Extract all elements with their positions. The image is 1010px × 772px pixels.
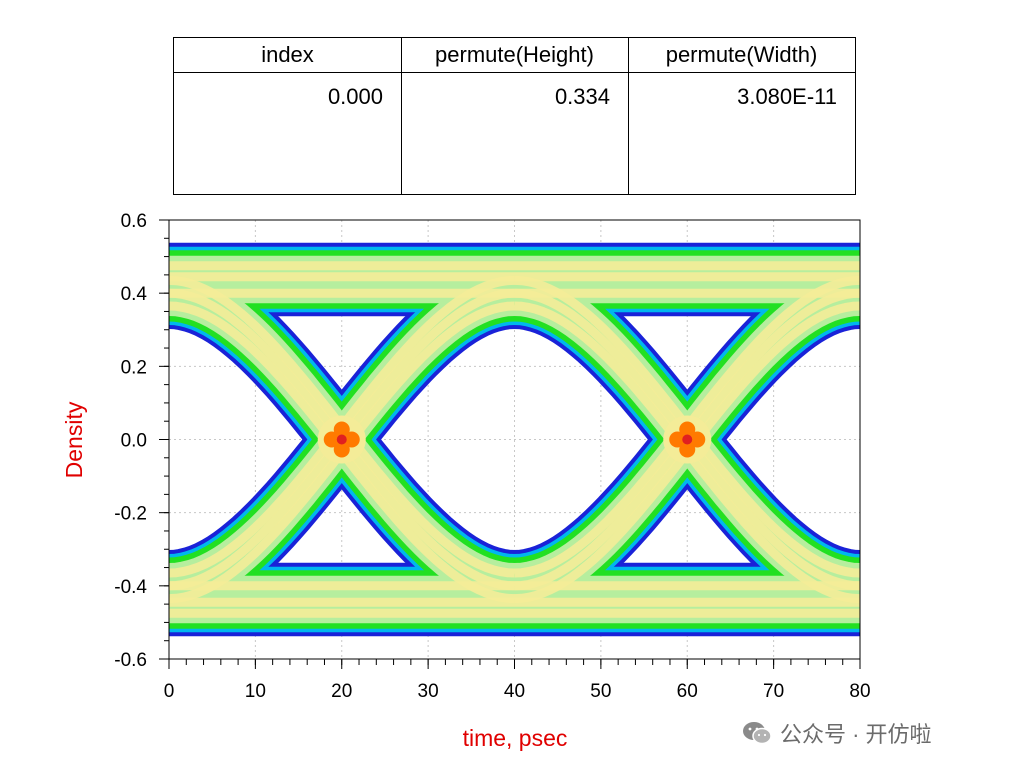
wechat-icon	[743, 722, 772, 745]
y-tick-label: 0.4	[121, 284, 148, 305]
crossing-hotspot	[679, 441, 696, 458]
y-axis-label: Density	[61, 401, 87, 478]
crossing-hotspot	[669, 431, 686, 448]
x-tick-label: 30	[418, 681, 439, 702]
crossing-hotspot	[333, 421, 350, 438]
table-cell-width: 3.080E-11	[737, 84, 837, 109]
crossing-hotspot	[679, 421, 696, 438]
crossing-hotspot	[323, 431, 340, 448]
y-tick-label: -0.4	[114, 577, 147, 598]
watermark-text: 公众号 · 开仿啦	[780, 722, 932, 747]
measurement-table: index 0.000 permute(Height) 0.334 permut…	[173, 37, 856, 195]
crossing-hotspot	[333, 441, 350, 458]
table-header-width: permute(Width)	[628, 38, 855, 73]
y-tick-label: -0.6	[114, 650, 147, 671]
table-cell-height: 0.334	[554, 84, 610, 109]
y-tick-label: 0.2	[121, 357, 147, 378]
table-column-height: permute(Height) 0.334	[401, 38, 628, 194]
x-tick-label: 60	[677, 681, 698, 702]
table-header-height: permute(Height)	[401, 38, 628, 73]
table-header-index: index	[174, 38, 401, 73]
x-tick-label: 10	[245, 681, 266, 702]
table-column-width: permute(Width) 3.080E-11	[628, 38, 855, 194]
eye-density-plot	[169, 242, 860, 637]
crossing-peak	[682, 434, 693, 445]
table-cell-index: 0.000	[327, 84, 383, 109]
crossing-peak	[336, 434, 347, 445]
x-tick-label: 80	[849, 681, 870, 702]
x-axis-label: time, psec	[463, 725, 568, 751]
crossing-hotspot	[343, 431, 360, 448]
y-tick-label: -0.2	[114, 504, 147, 525]
y-tick-label: 0.0	[121, 431, 147, 452]
x-tick-label: 40	[504, 681, 525, 702]
x-tick-label: 0	[164, 681, 175, 702]
table-divider	[628, 38, 629, 194]
y-tick-label: 0.6	[121, 211, 147, 232]
axes: 0 10 20 30 40 50 60 70 80 -0.6 -0.4 -0.2 0.0 0.2 0.4 0.…	[114, 211, 870, 702]
x-tick-label: 50	[590, 681, 611, 702]
table-divider	[401, 38, 402, 194]
watermark: 公众号 · 开仿啦	[742, 718, 932, 748]
x-tick-label: 70	[763, 681, 784, 702]
x-tick-label: 20	[331, 681, 352, 702]
table-column-index: index 0.000	[174, 38, 401, 194]
crossing-hotspot	[689, 431, 706, 448]
